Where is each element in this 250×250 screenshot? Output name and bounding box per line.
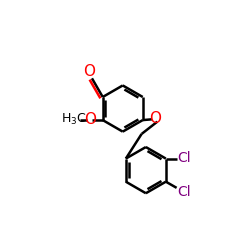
Text: Cl: Cl (178, 186, 191, 200)
Text: O: O (149, 111, 161, 126)
Text: O: O (84, 112, 96, 127)
Text: O: O (83, 64, 95, 79)
Text: Cl: Cl (178, 151, 191, 165)
Text: H$_3$C: H$_3$C (62, 112, 87, 127)
